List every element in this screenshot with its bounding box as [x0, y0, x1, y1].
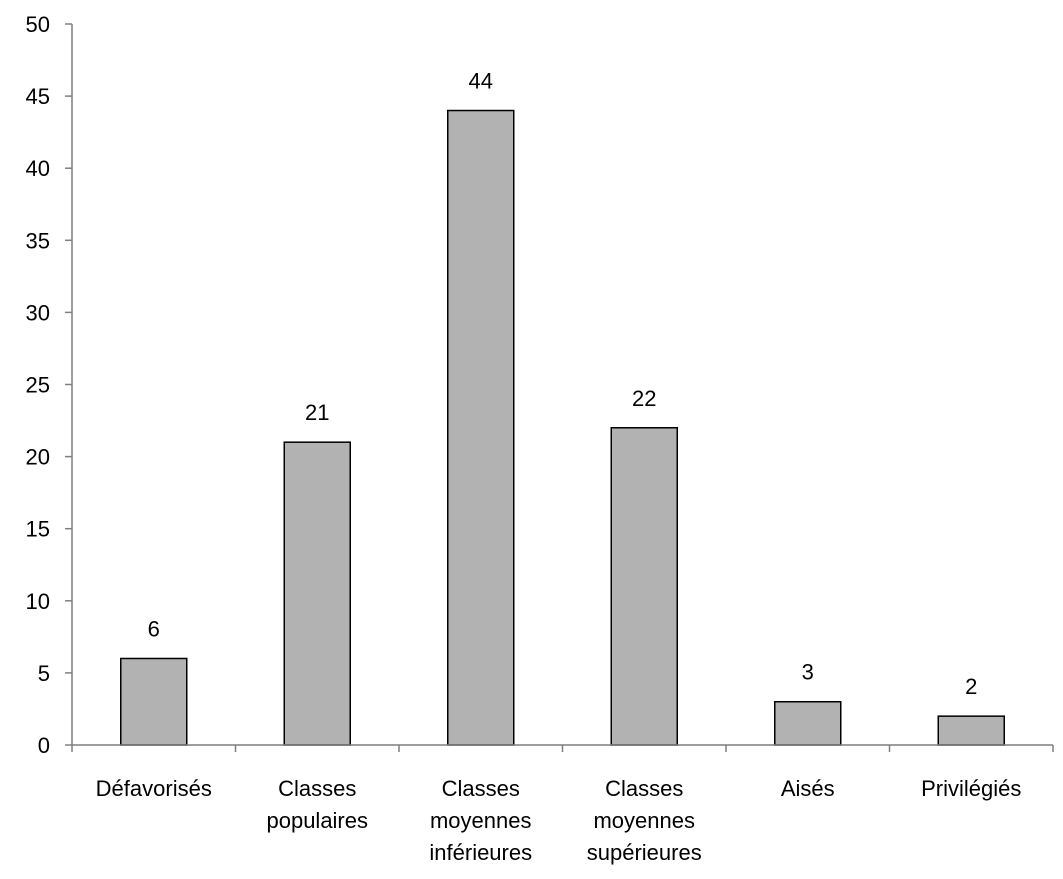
category-labels: Défavorisés Classes populaires Classes moyen… [96, 776, 1022, 865]
x-tick-label: Défavorisés [96, 776, 212, 801]
bar [283, 441, 351, 746]
bar [447, 109, 515, 746]
axes [71, 24, 1054, 752]
data-label: 22 [632, 386, 656, 411]
y-tick-label: 45 [26, 84, 50, 109]
x-tick-label: Classes moyennes inférieures [429, 776, 532, 865]
bar [120, 657, 188, 746]
y-tick-label: 20 [26, 445, 50, 470]
y-tick-label: 35 [26, 228, 50, 253]
y-tick-label: 40 [26, 156, 50, 181]
data-label: 44 [469, 69, 493, 94]
bar [610, 427, 678, 746]
y-axis-ticks: 0 5 10 15 20 25 30 35 40 45 50 [26, 12, 72, 758]
data-label: 6 [148, 616, 160, 641]
y-tick-label: 15 [26, 517, 50, 542]
x-tick-label: Classes populaires [266, 776, 368, 833]
x-tick-label: Aisés [781, 776, 835, 801]
y-tick-label: 50 [26, 12, 50, 37]
bar [937, 715, 1005, 746]
data-label: 3 [802, 660, 814, 685]
bars [120, 109, 1005, 746]
y-tick-label: 25 [26, 373, 50, 398]
data-label: 2 [965, 674, 977, 699]
data-label: 21 [305, 400, 329, 425]
y-tick-label: 10 [26, 589, 50, 614]
y-tick-label: 0 [38, 733, 50, 758]
y-tick-label: 5 [38, 661, 50, 686]
data-labels: 6 21 44 22 3 2 [148, 69, 978, 700]
x-tick-label: Classes moyennes supérieures [587, 776, 702, 865]
x-tick-label: Privilégiés [921, 776, 1021, 801]
bar [774, 700, 842, 746]
y-tick-label: 30 [26, 300, 50, 325]
